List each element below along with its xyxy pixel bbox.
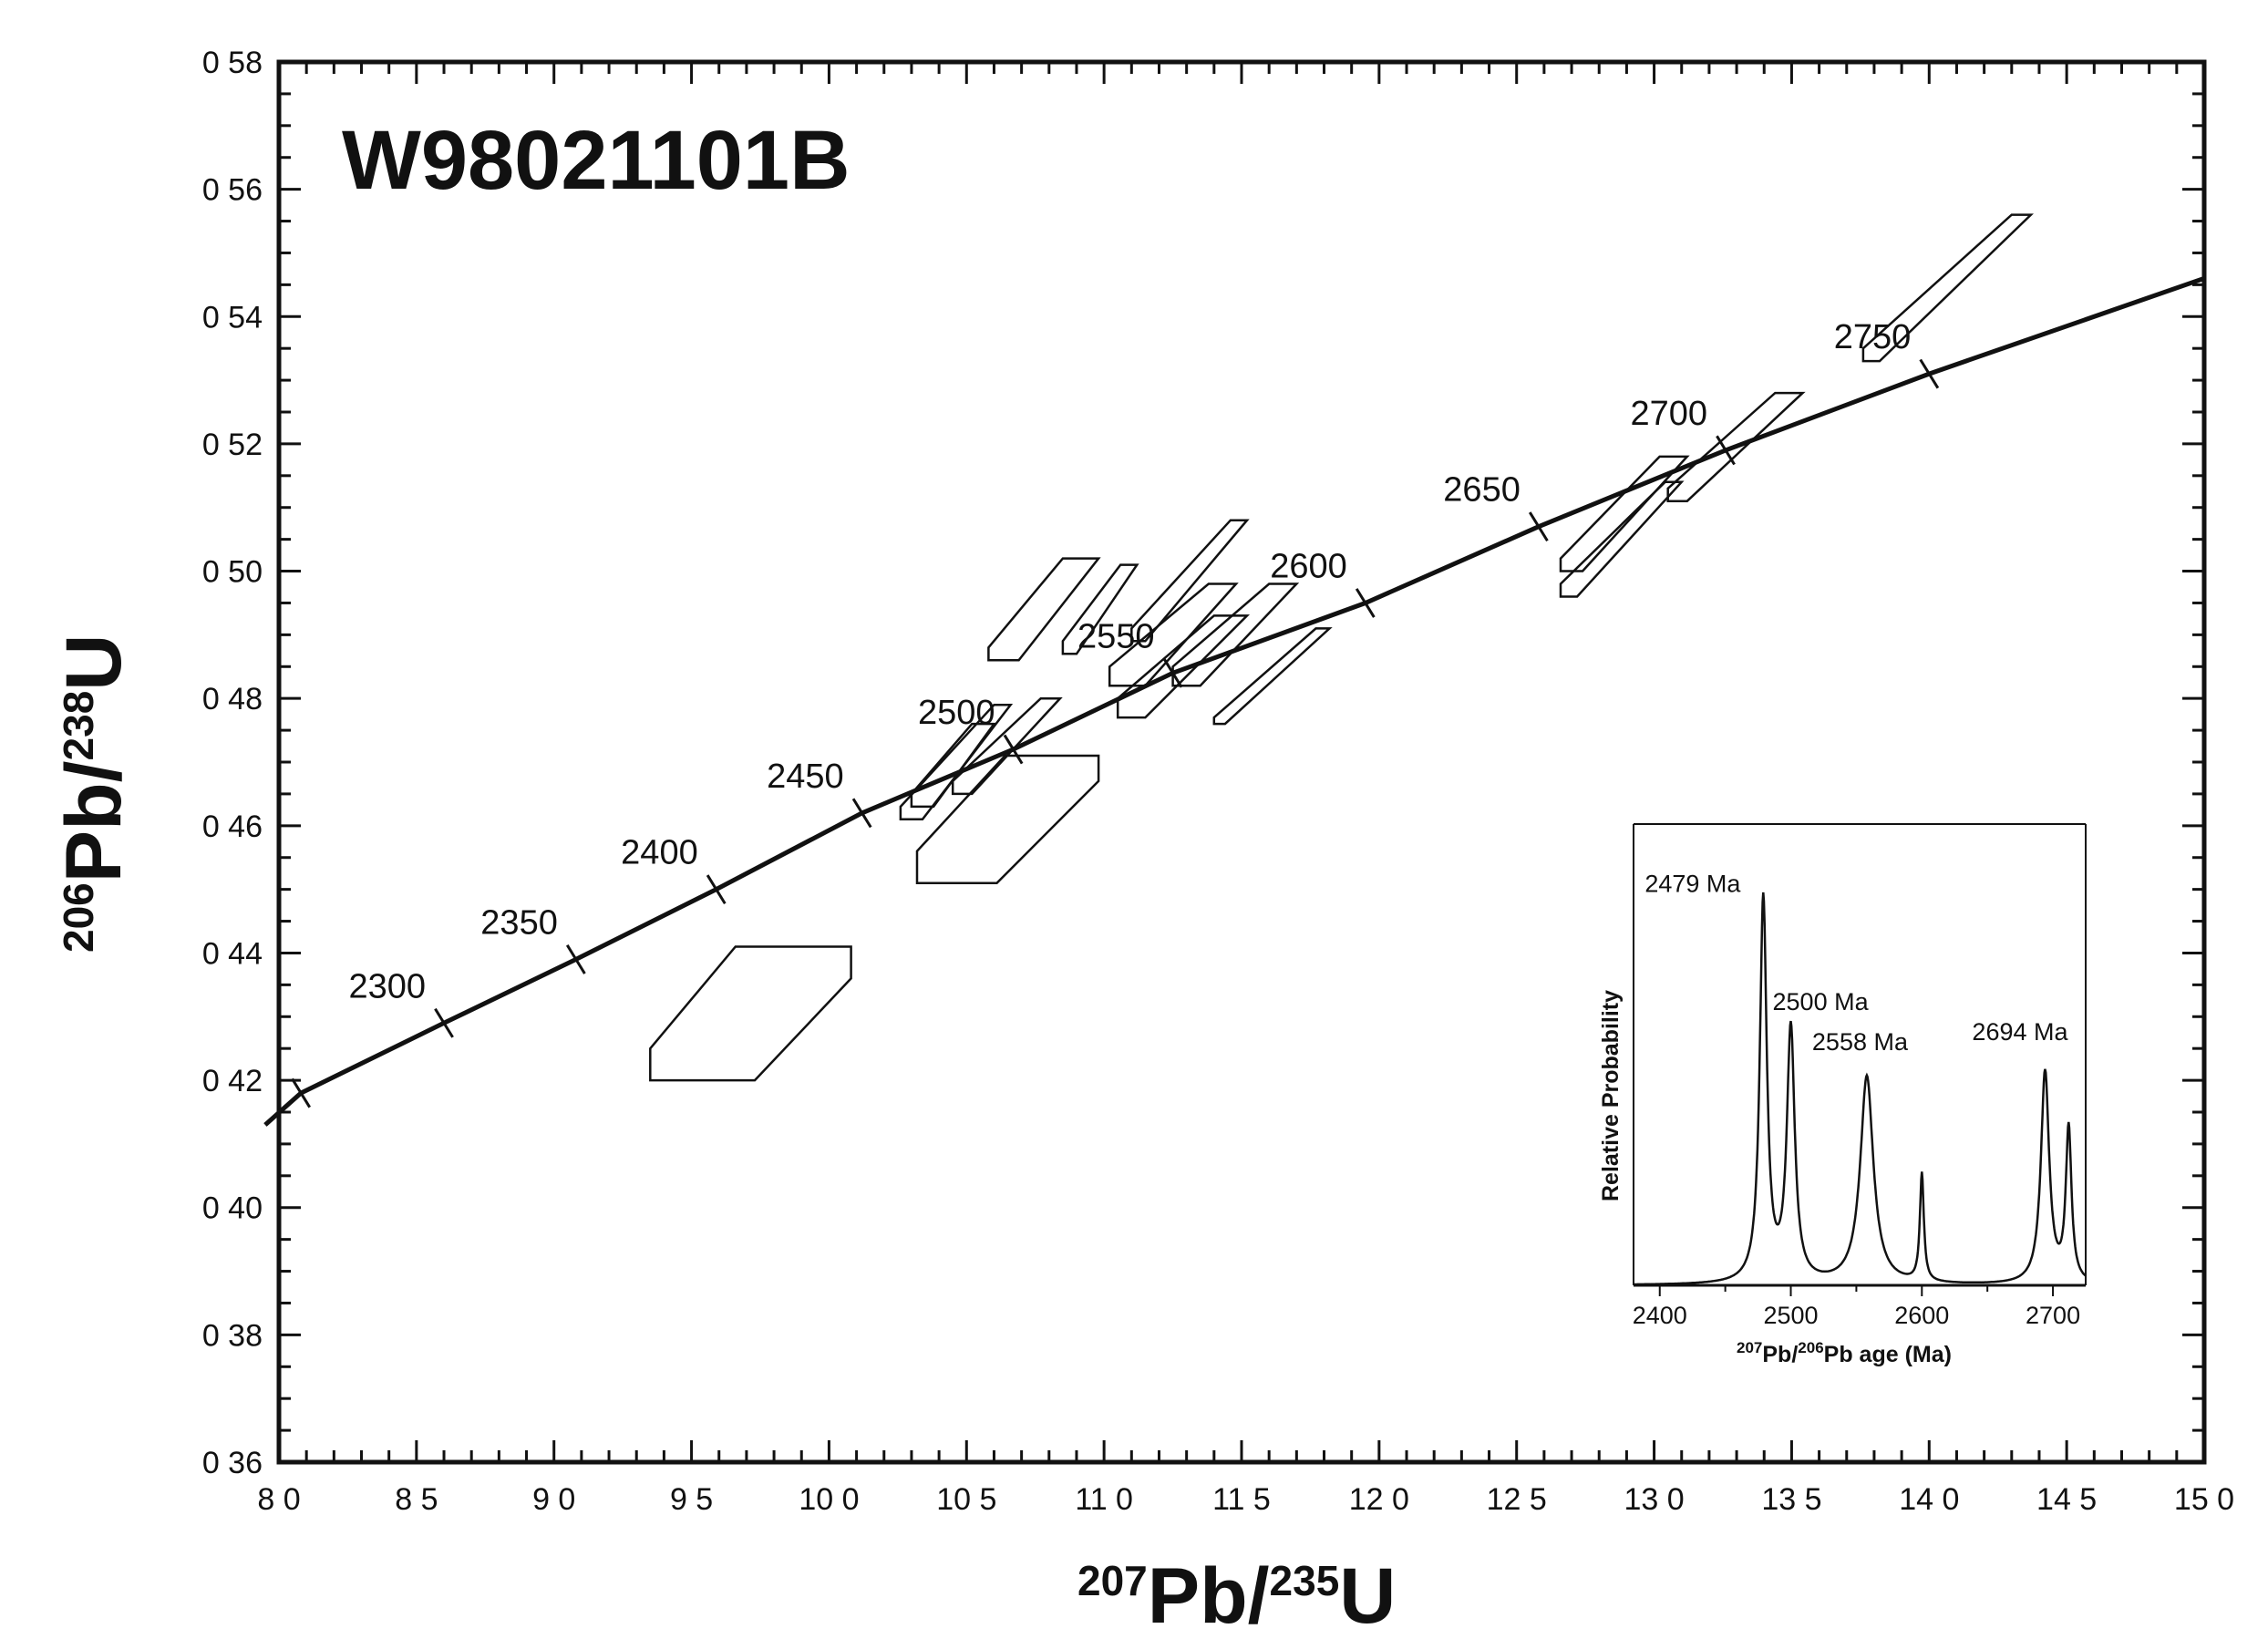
y-axis-title: 206Pb/238U bbox=[50, 634, 138, 953]
x-tick-label: 11 5 bbox=[1212, 1482, 1271, 1517]
age-label: 2450 bbox=[767, 758, 844, 796]
error-ellipse bbox=[649, 945, 852, 1082]
inset-peak-label: 2500 Ma bbox=[1773, 988, 1870, 1015]
error-ellipse bbox=[951, 696, 1063, 796]
concordia-age-ticks bbox=[291, 358, 1940, 1108]
error-ellipse bbox=[1171, 582, 1300, 687]
age-tick bbox=[1355, 588, 1376, 618]
error-ellipse bbox=[899, 703, 1014, 821]
error-ellipse bbox=[910, 722, 996, 809]
inset-background bbox=[1634, 824, 2086, 1291]
error-ellipse bbox=[1108, 582, 1239, 687]
y-tick-label: 0 40 bbox=[202, 1191, 263, 1226]
y-tick-label: 0 50 bbox=[202, 555, 263, 590]
age-label: 2350 bbox=[480, 903, 558, 942]
x-tick-label: 13 5 bbox=[1761, 1482, 1821, 1517]
age-tick bbox=[1528, 511, 1549, 542]
y-tick-label: 0 46 bbox=[202, 809, 263, 844]
age-label: 2600 bbox=[1270, 547, 1347, 585]
chart-title: W98021101B bbox=[342, 114, 850, 207]
age-tick bbox=[434, 1007, 454, 1038]
inset-x-tick-label: 2500 bbox=[1763, 1302, 1818, 1329]
y-tick-label: 0 52 bbox=[202, 428, 263, 462]
x-tick-label: 10 5 bbox=[936, 1482, 996, 1517]
error-ellipse bbox=[1130, 519, 1250, 643]
error-ellipse bbox=[1861, 213, 2034, 363]
age-label: 2300 bbox=[348, 967, 426, 1005]
error-ellipse bbox=[1061, 563, 1139, 655]
y-tick-label: 0 56 bbox=[202, 173, 263, 208]
inset-x-tick-label: 2400 bbox=[1633, 1302, 1687, 1329]
x-tick-label: 15 0 bbox=[2174, 1482, 2234, 1517]
x-tick-label: 10 0 bbox=[799, 1482, 859, 1517]
error-ellipse bbox=[1559, 480, 1685, 598]
y-tick-label: 0 42 bbox=[202, 1064, 263, 1098]
y-tick-label: 0 38 bbox=[202, 1318, 263, 1353]
age-tick bbox=[565, 944, 586, 974]
x-axis-title: 207Pb/235U bbox=[1077, 1552, 1396, 1639]
x-tick-label: 14 0 bbox=[1899, 1482, 1959, 1517]
concordia-age-labels: 2300 2350 2400 2450 2500 2550 2600 2650 2700 2750 bbox=[348, 318, 1911, 1005]
error-ellipse bbox=[987, 557, 1101, 662]
axis-ticks bbox=[277, 60, 2206, 1464]
error-ellipse bbox=[1559, 455, 1690, 572]
age-label: 2550 bbox=[1077, 617, 1155, 655]
y-tick-label: 0 48 bbox=[202, 682, 263, 716]
x-tick-label: 9 0 bbox=[532, 1482, 575, 1517]
age-tick bbox=[1716, 435, 1736, 466]
y-tick-labels: 0 36 0 38 0 40 0 42 0 44 0 46 0 48 0 50 0 52 0 54… bbox=[202, 46, 263, 1480]
y-tick-label: 0 58 bbox=[202, 46, 263, 80]
inset-x-ticks bbox=[1658, 1285, 2055, 1296]
x-tick-label: 12 5 bbox=[1487, 1482, 1547, 1517]
x-tick-labels: 8 0 8 5 9 0 9 5 10 0 10 5 11 0 11 5 12 0 12 5 13 0… bbox=[257, 1482, 2234, 1517]
x-tick-label: 13 0 bbox=[1624, 1482, 1684, 1517]
y-tick-label: 0 36 bbox=[202, 1446, 263, 1480]
inset-peak-labels: 2479 Ma 2500 Ma 2558 Ma 2694 Ma bbox=[1644, 870, 2068, 1055]
age-tick bbox=[1919, 358, 1940, 389]
inset-peak-label: 2479 Ma bbox=[1644, 870, 1741, 897]
inset-peak-label: 2694 Ma bbox=[1972, 1018, 2068, 1046]
probability-curve bbox=[1634, 892, 2087, 1286]
x-tick-label: 8 0 bbox=[257, 1482, 300, 1517]
age-label: 2500 bbox=[918, 694, 995, 732]
age-label: 2400 bbox=[621, 834, 698, 872]
error-ellipse bbox=[915, 754, 1100, 884]
probability-inset: 2400 2500 2600 2700 2479 Ma 2500 Ma 2558 Ma 26… bbox=[1598, 823, 2087, 1367]
y-tick-label: 0 44 bbox=[202, 936, 263, 971]
age-tick bbox=[1003, 734, 1024, 765]
inset-peak-label: 2558 Ma bbox=[1812, 1028, 1909, 1056]
y-tick-label: 0 54 bbox=[202, 300, 263, 335]
inset-x-axis-title: 207Pb/206Pb age (Ma) bbox=[1737, 1339, 1952, 1367]
age-tick bbox=[1162, 657, 1183, 688]
inset-x-tick-label: 2600 bbox=[1894, 1302, 1949, 1329]
age-tick bbox=[291, 1077, 312, 1108]
x-tick-label: 14 5 bbox=[2036, 1482, 2097, 1517]
inset-y-axis-title: Relative Probability bbox=[1598, 990, 1624, 1201]
error-ellipse bbox=[1666, 391, 1806, 502]
x-tick-label: 9 5 bbox=[670, 1482, 713, 1517]
age-tick bbox=[851, 798, 872, 829]
x-tick-label: 11 0 bbox=[1075, 1482, 1133, 1517]
x-tick-label: 12 0 bbox=[1349, 1482, 1409, 1517]
age-label: 2700 bbox=[1630, 395, 1707, 433]
inset-x-tick-label: 2700 bbox=[2026, 1302, 2080, 1329]
age-label: 2650 bbox=[1443, 471, 1521, 510]
inset-x-tick-labels: 2400 2500 2600 2700 bbox=[1633, 1302, 2080, 1329]
age-tick bbox=[706, 874, 727, 905]
x-tick-label: 8 5 bbox=[395, 1482, 438, 1517]
error-ellipse bbox=[1212, 627, 1333, 726]
age-label: 2750 bbox=[1834, 318, 1912, 356]
